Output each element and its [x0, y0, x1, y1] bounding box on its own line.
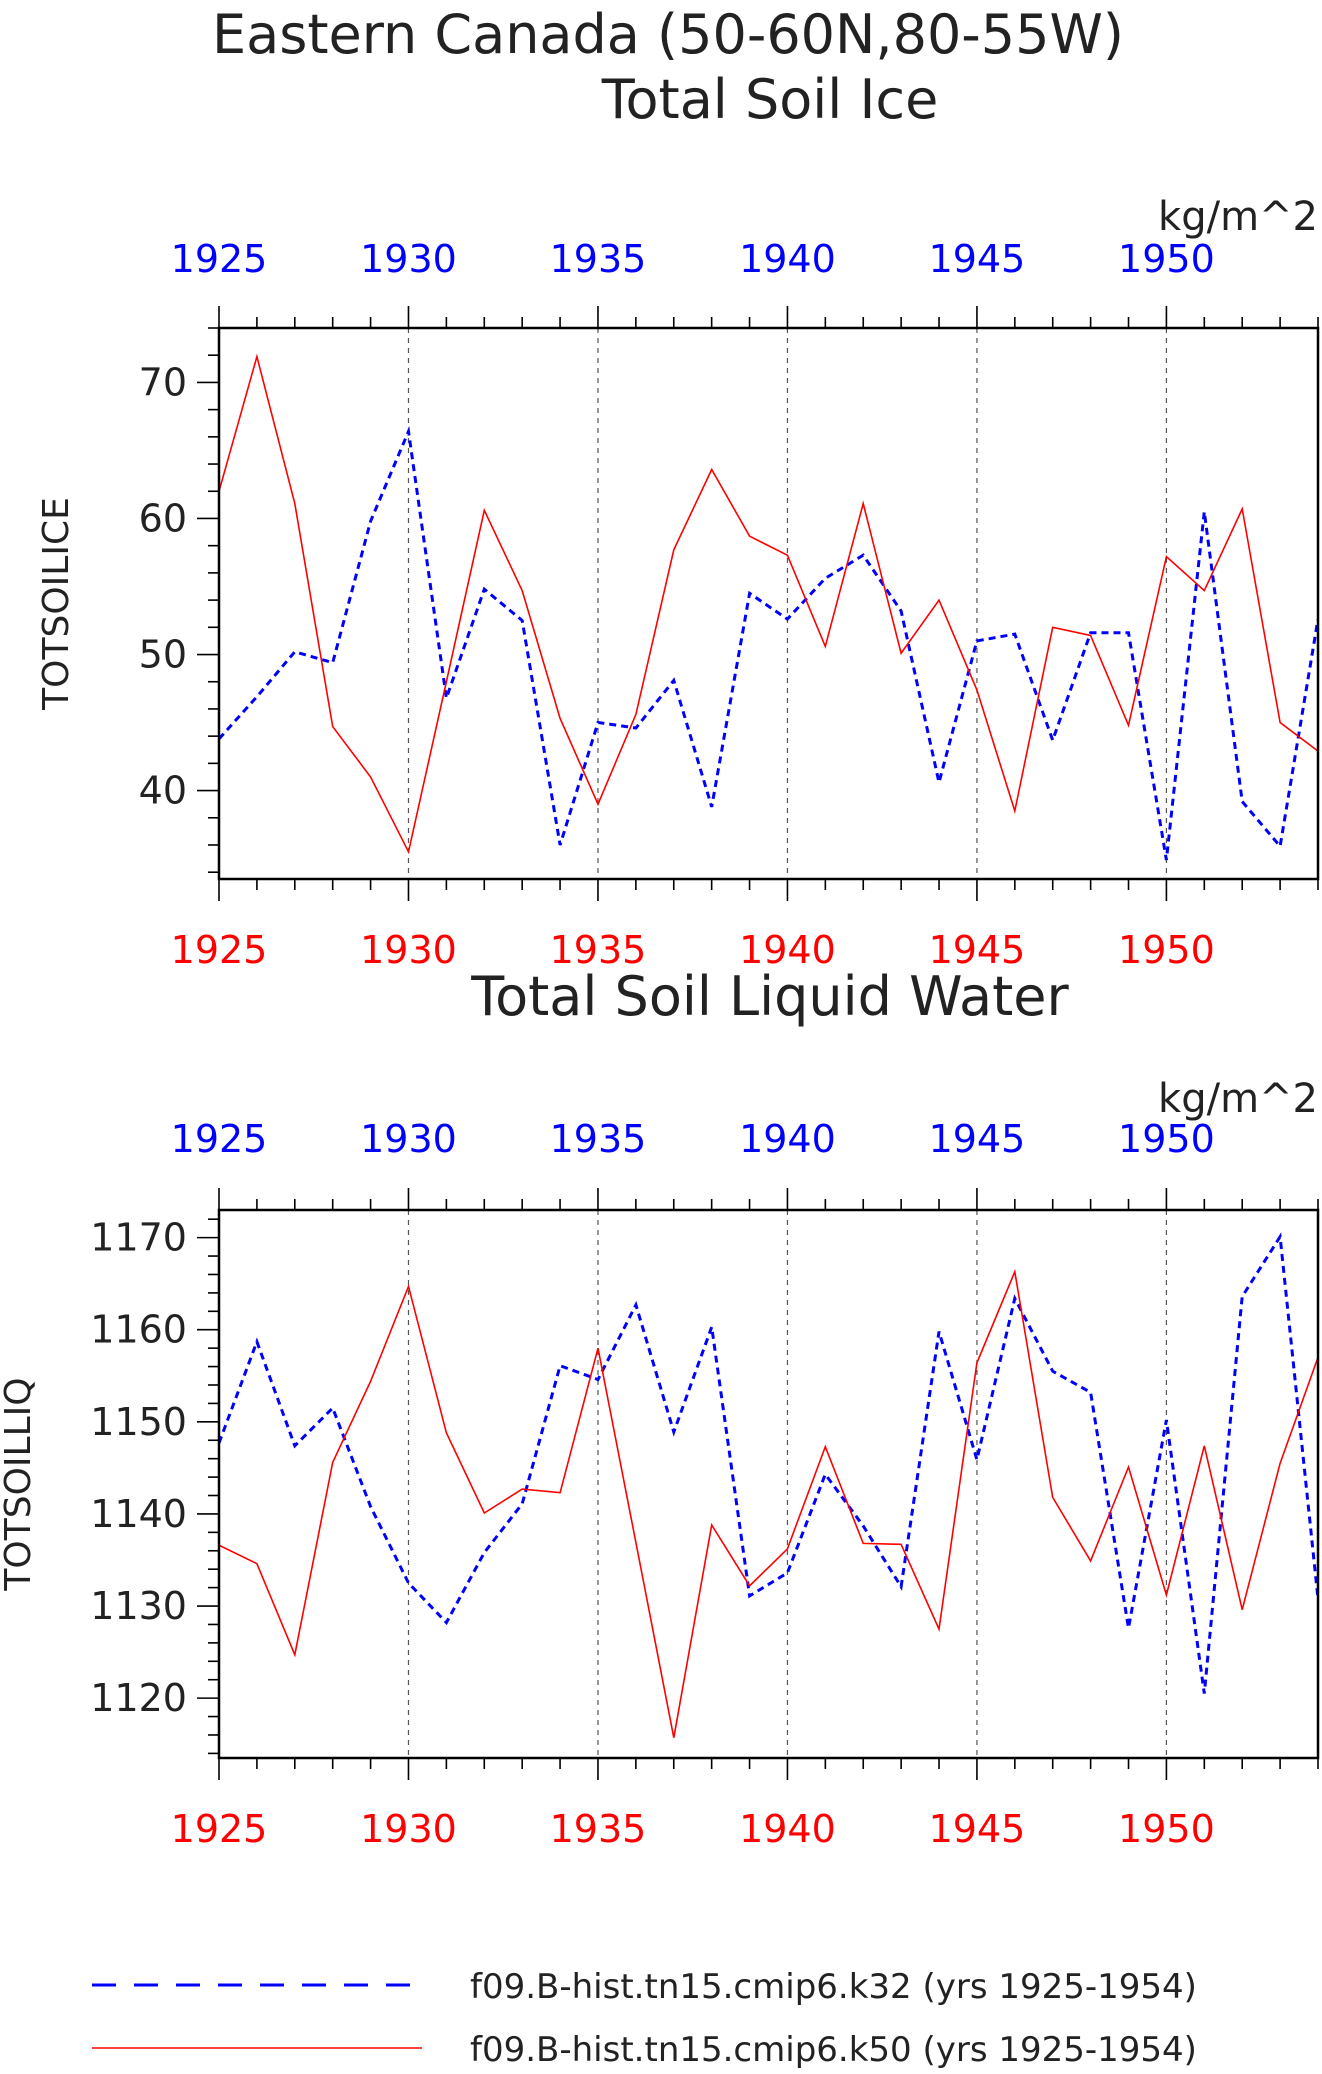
plot-frame: [217, 1208, 1320, 1760]
x-tick-label-top: 1930: [360, 1117, 457, 1161]
y-tick-label: 40: [139, 769, 187, 813]
y-axis-label: TOTSOILLIQ: [0, 1377, 39, 1591]
x-tick-label-bottom: 1935: [550, 1807, 647, 1851]
y-tick-label: 50: [139, 633, 187, 677]
chart-panel-1: Total Soil Ice kg/m^2 TOTSOILICE 1925 1925 19…: [36, 68, 1320, 972]
y-tick-label: 70: [139, 360, 187, 404]
x-tick-label-top: 1935: [550, 237, 647, 281]
y-tick-label: 1150: [90, 1400, 187, 1444]
panel-title: Total Soil Ice: [601, 68, 939, 131]
x-tick-label-top: 1950: [1118, 1117, 1215, 1161]
x-tick-label-bottom: 1950: [1118, 928, 1215, 972]
y-axis-label: TOTSOILICE: [36, 497, 77, 711]
legend-label-1: f09.B-hist.tn15.cmip6.k32 (yrs 1925-1954…: [470, 1967, 1197, 2007]
y-tick-label: 1160: [90, 1308, 187, 1352]
x-tick-label-top: 1925: [171, 1117, 268, 1161]
y-tick-label: 1170: [90, 1216, 187, 1260]
series-line-k32: [219, 425, 1318, 861]
x-tick-label-top: 1940: [739, 1117, 836, 1161]
x-tick-label-bottom: 1945: [929, 1807, 1026, 1851]
x-tick-label-top: 1925: [171, 237, 268, 281]
x-tick-label-bottom: 1925: [171, 1807, 268, 1851]
figure-title: Eastern Canada (50-60N,80-55W): [212, 3, 1124, 66]
x-tick-label-top: 1950: [1118, 237, 1215, 281]
series-line-k32: [219, 1232, 1318, 1694]
chart-panel-2: Total Soil Liquid Water kg/m^2 TOTSOILLIQ 1…: [0, 965, 1320, 1851]
x-tick-label-bottom: 1935: [550, 928, 647, 972]
x-tick-label-bottom: 1930: [360, 928, 457, 972]
x-tick-label-bottom: 1940: [739, 928, 836, 972]
x-tick-label-bottom: 1930: [360, 1807, 457, 1851]
x-tick-label-bottom: 1925: [171, 928, 268, 972]
x-tick-label-top: 1945: [929, 237, 1026, 281]
y-tick-label: 1130: [90, 1584, 187, 1628]
x-tick-label-top: 1945: [929, 1117, 1026, 1161]
x-tick-label-top: 1930: [360, 237, 457, 281]
y-tick-label: 1120: [90, 1676, 187, 1720]
units-label: kg/m^2: [1158, 1076, 1318, 1122]
x-tick-label-top: 1940: [739, 237, 836, 281]
units-label: kg/m^2: [1158, 194, 1318, 240]
x-tick-label-top: 1935: [550, 1117, 647, 1161]
panel-title: Total Soil Liquid Water: [470, 965, 1069, 1028]
y-tick-label: 60: [139, 496, 187, 540]
series-line-k50: [219, 1268, 1318, 1738]
series-line-k50: [219, 353, 1318, 855]
plot-frame: [217, 326, 1320, 881]
x-tick-label-bottom: 1940: [739, 1807, 836, 1851]
charts-group: Total Soil Ice kg/m^2 TOTSOILICE 1925 1925 19…: [0, 68, 1320, 1851]
x-tick-label-bottom: 1945: [929, 928, 1026, 972]
x-tick-label-bottom: 1950: [1118, 1807, 1215, 1851]
legend: f09.B-hist.tn15.cmip6.k32 (yrs 1925-1954…: [92, 1967, 1197, 2070]
y-tick-label: 1140: [90, 1492, 187, 1536]
legend-label-2: f09.B-hist.tn15.cmip6.k50 (yrs 1925-1954…: [470, 2030, 1197, 2070]
